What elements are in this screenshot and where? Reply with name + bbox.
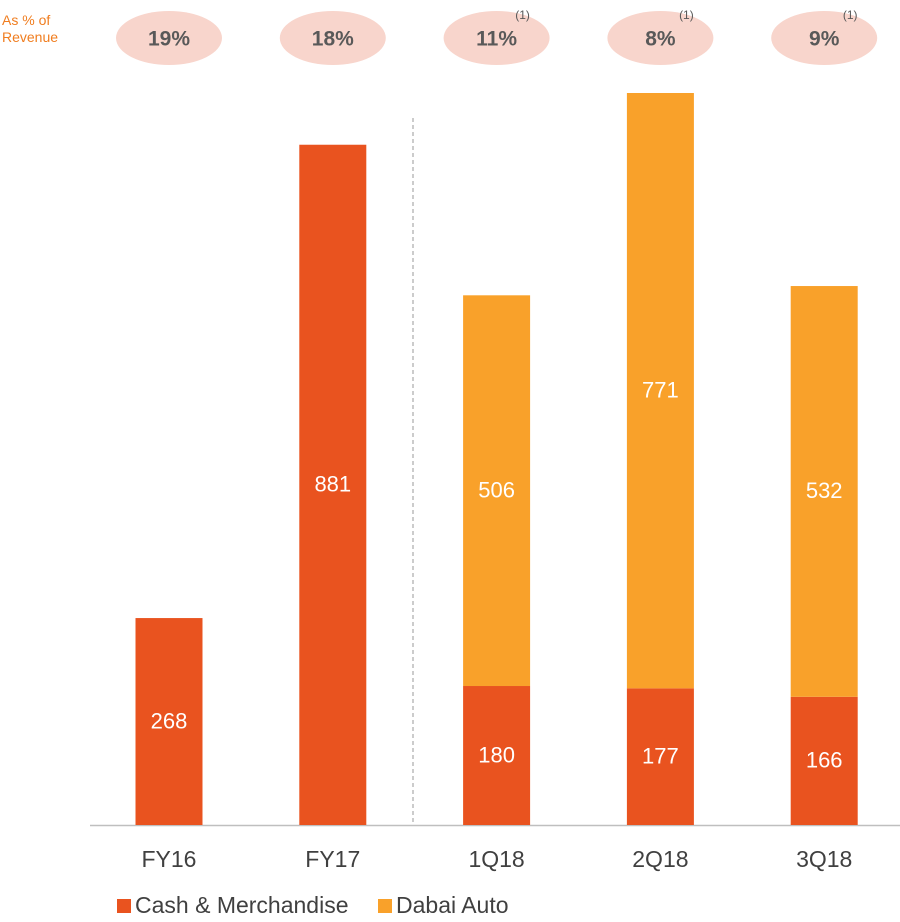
share-bubble <box>607 11 714 65</box>
share-label: As % of Revenue <box>2 12 59 45</box>
legend-label: Cash & Merchandise <box>135 892 349 918</box>
footnote: (1) <box>843 8 858 22</box>
value-label: 881 <box>314 472 351 497</box>
bar-segment <box>626 688 694 825</box>
legend-swatch <box>378 899 392 913</box>
bar-segment <box>299 144 367 825</box>
share-label: 18% <box>312 28 354 51</box>
share-label: 8% <box>645 28 676 51</box>
value-label: 166 <box>806 748 843 773</box>
footnote: (1) <box>679 8 694 22</box>
value-label: 532 <box>806 478 843 503</box>
value-label: 268 <box>151 708 188 733</box>
bar-segment <box>790 696 858 825</box>
x-tick-label: FY16 <box>142 846 197 872</box>
bar-segment <box>790 286 858 697</box>
share-bubble <box>116 11 222 65</box>
bar-segment <box>463 295 531 687</box>
value-label: 771 <box>642 377 679 402</box>
share-bubble <box>771 11 878 65</box>
value-label: 506 <box>478 477 515 502</box>
bar-segment <box>135 618 203 825</box>
bar-segment <box>463 686 531 825</box>
share-bubble <box>279 11 386 65</box>
x-tick-label: 3Q18 <box>796 846 852 872</box>
bar-segment <box>626 93 694 689</box>
x-tick-label: FY17 <box>305 846 360 872</box>
share-bubble <box>443 11 550 65</box>
value-label: 177 <box>642 743 679 768</box>
footnote: (1) <box>515 8 530 22</box>
share-label: 9% <box>809 28 840 51</box>
legend-label: Dabai Auto <box>396 892 509 918</box>
x-tick-label: 1Q18 <box>468 846 524 872</box>
share-label: 19% <box>148 28 190 51</box>
share-label: 11% <box>476 28 517 51</box>
x-tick-label: 2Q18 <box>632 846 688 872</box>
legend-swatch <box>117 899 131 913</box>
value-label: 180 <box>478 742 515 767</box>
